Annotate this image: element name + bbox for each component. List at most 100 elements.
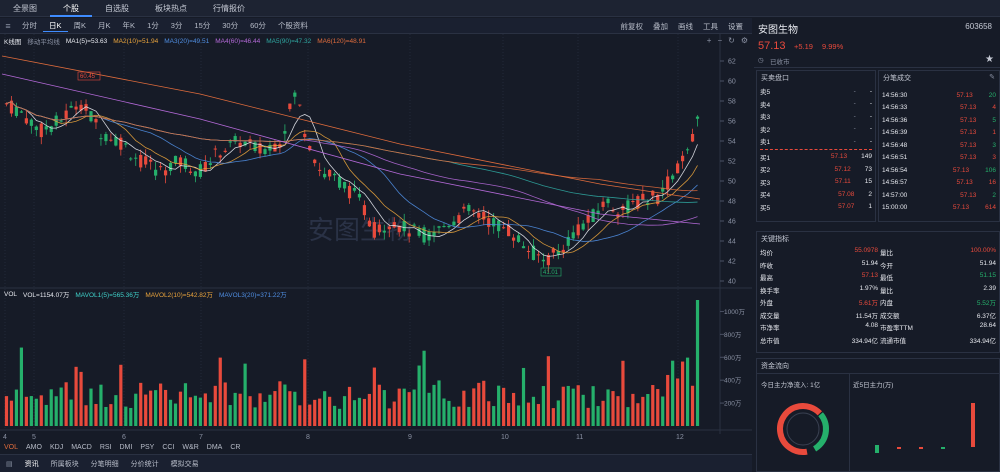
tick-vol-2: 5 — [992, 116, 996, 124]
bottom-menu-icon[interactable]: ▤ — [6, 460, 13, 468]
vol-bar-36 — [183, 383, 188, 426]
candle-body-85 — [427, 231, 431, 241]
capital-title: 资金流向 — [761, 363, 789, 370]
chart-tool-4[interactable]: 设置 — [728, 21, 743, 31]
nav-item-0[interactable]: 全景图 — [13, 3, 37, 13]
minus-icon[interactable]: − — [717, 36, 723, 45]
period-tab-2[interactable]: 周K — [73, 21, 87, 30]
bottom-tab-3[interactable]: 分价统计 — [130, 460, 159, 468]
vol-bar-118 — [591, 386, 595, 426]
star-icon[interactable]: ★ — [985, 54, 994, 65]
indicator-tab-3[interactable]: MACD — [71, 443, 92, 451]
buy-row-1: 买2 57.12 73 — [757, 163, 875, 176]
bottom-tab-4[interactable]: 模拟交易 — [170, 460, 199, 468]
candle-body-30 — [154, 169, 158, 176]
candle-body-97 — [487, 218, 491, 227]
indicator-tab-10[interactable]: CR — [230, 443, 241, 451]
candle-body-26 — [134, 157, 138, 159]
settings-icon[interactable]: ⚙ — [740, 36, 748, 45]
tick-time-8: 14:57:00 — [882, 191, 908, 199]
stat-v1-4: 5.61万 — [858, 300, 878, 308]
indicator-tab-8[interactable]: W&R — [182, 443, 199, 451]
bottom-tab-0[interactable]: 资讯 — [24, 460, 39, 468]
vol-bar-99 — [497, 385, 501, 426]
nav-item-2[interactable]: 自选股 — [105, 3, 129, 13]
chart-tool-2[interactable]: 画线 — [678, 21, 693, 31]
indicator-tab-5[interactable]: DMI — [119, 443, 133, 451]
chart-tool-0[interactable]: 前复权 — [620, 21, 644, 31]
vol-title: VOL — [4, 290, 18, 298]
period-tab-7[interactable]: 15分 — [194, 21, 211, 30]
candle-body-58 — [293, 92, 297, 97]
refresh-icon[interactable]: ↻ — [728, 36, 735, 45]
candle-body-70 — [352, 188, 357, 191]
vol-bar-131 — [656, 389, 660, 426]
indicator-tab-7[interactable]: CCI — [162, 443, 175, 451]
vol-bar-12 — [64, 382, 68, 426]
period-tab-0[interactable]: 分时 — [22, 21, 37, 30]
vol-bar-95 — [477, 382, 481, 426]
candle-body-114 — [571, 232, 575, 239]
vol-bar-32 — [163, 389, 168, 426]
sell-row-4-label: 卖1 — [760, 139, 771, 147]
indicator-tab-0[interactable]: VOL — [4, 443, 19, 451]
candle-body-46 — [233, 136, 237, 142]
indicator-tab-2[interactable]: KDJ — [49, 443, 64, 451]
indicator-tab-4[interactable]: RSI — [99, 443, 112, 451]
kline-chart-area[interactable]: 40 42 44 46 48 50 52 54 56 58 60 62 200万 400万 600万 800万… — [0, 34, 752, 454]
menu-icon[interactable]: ≡ — [5, 20, 11, 31]
stat-right-4: 内盘 5.52万 — [880, 297, 996, 307]
pencil-icon[interactable]: ✎ — [989, 74, 995, 81]
period-tab-8[interactable]: 30分 — [222, 21, 239, 30]
tick-time-6: 14:56:54 — [882, 166, 908, 174]
bottom-tab-1[interactable]: 所属板块 — [50, 460, 79, 468]
vol-bar-48 — [243, 363, 247, 426]
stat-v1-6: 4.08 — [865, 322, 878, 330]
stat-row-4: 外盘 5.61万 内盘 5.52万 — [757, 296, 999, 309]
sell-row-4-vol: - — [869, 137, 872, 145]
nav-item-4[interactable]: 行情报价 — [213, 3, 245, 13]
chart-tool-1[interactable]: 叠加 — [653, 21, 668, 31]
tick-price-2: 57.13 — [960, 116, 977, 124]
period-tab-6[interactable]: 3分 — [170, 21, 183, 30]
tick-time-2: 14:56:36 — [882, 116, 908, 124]
candle-body-63 — [318, 169, 322, 171]
vol-bar-34 — [173, 403, 178, 426]
indicator-tab-6[interactable]: PSY — [140, 443, 155, 451]
candle-body-38 — [193, 171, 197, 177]
capital-panel: 资金流向 今日主力净流入: 1亿 近5日主力(万) — [756, 358, 1000, 472]
sell-row-3-label: 卖2 — [760, 126, 771, 134]
candle-body-21 — [109, 139, 113, 141]
candle-body-111 — [556, 250, 560, 255]
candle-body-61 — [308, 146, 312, 151]
period-tab-9[interactable]: 60分 — [250, 21, 266, 30]
tick-price-0: 57.13 — [956, 91, 973, 99]
vol-bar-59 — [298, 405, 302, 426]
vol-bar-33 — [168, 399, 173, 426]
vol-bar-128 — [641, 396, 645, 426]
period-tab-3[interactable]: 月K — [98, 21, 111, 30]
period-tab-1[interactable]: 日K — [43, 20, 68, 32]
period-tab-4[interactable]: 年K — [122, 21, 136, 30]
tick-time-4: 14:56:48 — [882, 141, 908, 149]
nav-item-3[interactable]: 板块热点 — [155, 3, 187, 13]
bottom-tab-2[interactable]: 分笔明细 — [90, 460, 119, 468]
vol-legend-2: MAVOL2(10)=542.82万 — [145, 292, 213, 299]
plus-icon[interactable]: + — [706, 36, 712, 45]
stat-v2-6: 28.64 — [979, 322, 996, 330]
indicator-tab-9[interactable]: DMA — [206, 443, 223, 451]
tick-price-5: 57.13 — [960, 154, 977, 162]
vol-bar-104 — [521, 367, 526, 426]
stock-change: +5.19 — [794, 42, 813, 51]
period-tab-10[interactable]: 个股资料 — [277, 21, 308, 30]
chart-tool-3[interactable]: 工具 — [703, 21, 718, 31]
orderbook-title: 买卖盘口 — [761, 75, 789, 82]
nav-item-1[interactable]: 个股 — [50, 0, 92, 17]
stat-right-1: 今开 51.94 — [880, 260, 996, 270]
vol-legend: VOL VOL=1154.07万 MAVOL1(5)=565.36万 MAVOL2(1… — [4, 289, 287, 300]
period-tab-5[interactable]: 1分 — [147, 21, 159, 30]
sell-row-2-vol: - — [869, 112, 872, 120]
stat-l1-3: 换手率 — [760, 287, 780, 295]
indicator-tab-1[interactable]: AMO — [26, 443, 42, 451]
candle-body-90 — [452, 221, 456, 226]
